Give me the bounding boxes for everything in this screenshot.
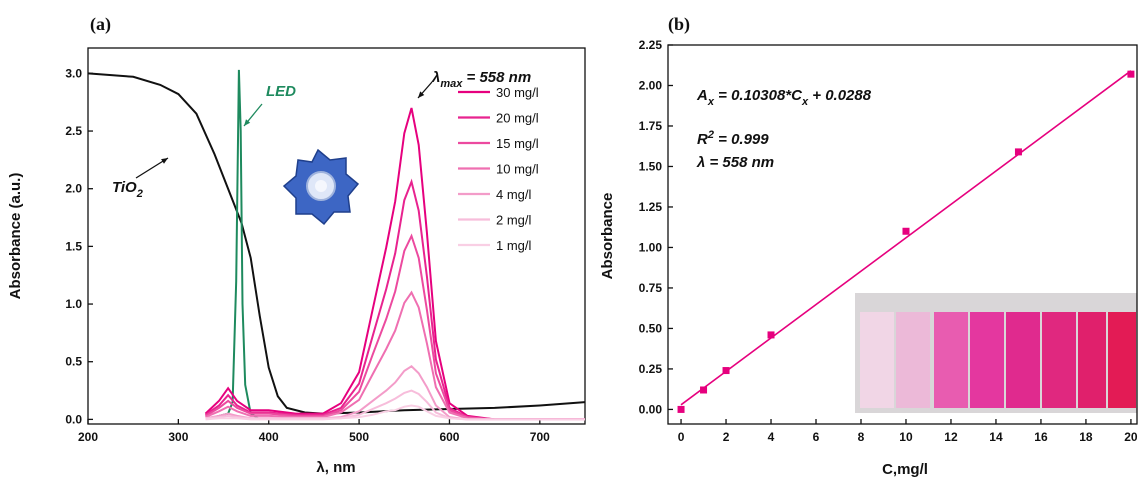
annotation: TiO2 — [112, 179, 143, 200]
data-point — [700, 386, 708, 394]
spectrum-line — [205, 290, 585, 421]
y-tick-label: 0.00 — [639, 402, 663, 416]
annotation-part: λ — [431, 69, 440, 86]
x-tick-label: 300 — [168, 430, 188, 444]
x-tick-label: 14 — [989, 430, 1003, 444]
x-tick-label: 18 — [1079, 430, 1093, 444]
y-tick-label: 0.0 — [65, 412, 82, 426]
plot-frame — [667, 44, 1138, 425]
annotation-part: 2 — [707, 129, 714, 141]
annotation: LED — [266, 83, 296, 100]
y-axis-label: Absorbance (a.u.) — [7, 173, 24, 300]
x-tick-label: 8 — [858, 430, 865, 444]
arrow-head — [161, 158, 168, 164]
y-tick-label: 1.00 — [639, 240, 663, 254]
y-tick-label: 2.0 — [65, 182, 82, 196]
annotation-part: λ = 558 nm — [696, 154, 774, 171]
data-point — [1127, 70, 1135, 78]
annotation: λ = 558 nm — [696, 154, 774, 171]
x-tick-label: 600 — [439, 430, 459, 444]
annotation-part: R — [697, 131, 708, 148]
annotation-part: x — [707, 96, 715, 108]
spectrum-line — [204, 107, 585, 421]
x-tick-label: 20 — [1124, 430, 1138, 444]
annotation-part: 2 — [136, 188, 143, 200]
x-axis-label: C,mg/l — [882, 461, 928, 478]
annotation-part: max — [440, 78, 463, 90]
y-tick-label: 1.25 — [639, 200, 663, 214]
legend-label: 10 mg/l — [496, 162, 539, 177]
x-tick-label: 500 — [349, 430, 369, 444]
annotation-part: TiO — [112, 179, 137, 196]
fit-line — [680, 70, 1132, 406]
legend-label: 1 mg/l — [496, 238, 532, 253]
legend-label: 30 mg/l — [496, 85, 539, 100]
x-axis-label: λ, nm — [316, 459, 355, 476]
x-tick-label: 4 — [768, 430, 775, 444]
legend-label: 2 mg/l — [496, 213, 532, 228]
y-tick-label: 2.25 — [639, 38, 663, 52]
led-icon — [282, 148, 360, 226]
annotation-part: = 558 nm — [462, 69, 531, 86]
annotation: Ax = 0.10308*Cx + 0.0288 — [696, 87, 872, 108]
annotation-part: + 0.0288 — [808, 87, 872, 104]
y-axis-label: Absorbance — [599, 193, 616, 280]
y-tick-label: 1.50 — [639, 159, 663, 173]
annotation-part: = 0.10308*C — [714, 87, 803, 104]
y-tick-label: 0.5 — [65, 355, 82, 369]
spectrum-line — [205, 404, 585, 421]
cuvette-photo — [855, 293, 1137, 413]
x-tick-label: 0 — [678, 430, 685, 444]
annotation-part: x — [801, 96, 809, 108]
y-tick-label: 1.0 — [65, 297, 82, 311]
x-tick-label: 10 — [899, 430, 913, 444]
x-tick-label: 2 — [723, 430, 730, 444]
annotation-part: LED — [266, 83, 296, 100]
legend-label: 15 mg/l — [496, 136, 539, 151]
y-tick-label: 0.25 — [639, 362, 663, 376]
data-point — [1014, 148, 1022, 156]
x-tick-label: 700 — [530, 430, 550, 444]
panel-label: (b) — [668, 14, 690, 35]
annotation-part: = 0.999 — [714, 131, 769, 148]
spectrum-line — [214, 69, 261, 421]
x-tick-label: 6 — [813, 430, 820, 444]
legend-label: 20 mg/l — [496, 111, 539, 126]
annotation: R2 = 0.999 — [697, 129, 769, 148]
data-point — [767, 331, 775, 339]
spectrum-line — [204, 178, 585, 421]
arrow-head — [418, 91, 425, 98]
annotation: λmax = 558 nm — [431, 69, 531, 90]
data-point — [677, 405, 685, 413]
spectrum-line — [204, 233, 585, 421]
y-tick-label: 1.75 — [639, 119, 663, 133]
panel-label: (a) — [90, 14, 111, 35]
y-tick-label: 2.5 — [65, 124, 82, 138]
y-tick-label: 0.50 — [639, 321, 663, 335]
y-tick-label: 3.0 — [65, 66, 82, 80]
x-tick-label: 200 — [78, 430, 98, 444]
y-tick-label: 1.5 — [65, 239, 82, 253]
y-tick-label: 2.00 — [639, 78, 663, 92]
arrow-head — [244, 119, 251, 126]
legend-label: 4 mg/l — [496, 187, 532, 202]
x-tick-label: 400 — [259, 430, 279, 444]
x-tick-label: 16 — [1034, 430, 1048, 444]
plot-frame — [87, 47, 586, 425]
annotation-part: A — [696, 87, 708, 104]
spectrum-line — [205, 389, 585, 421]
x-tick-label: 12 — [944, 430, 958, 444]
y-tick-label: 0.75 — [639, 281, 663, 295]
data-point — [722, 367, 730, 375]
data-point — [902, 227, 910, 235]
